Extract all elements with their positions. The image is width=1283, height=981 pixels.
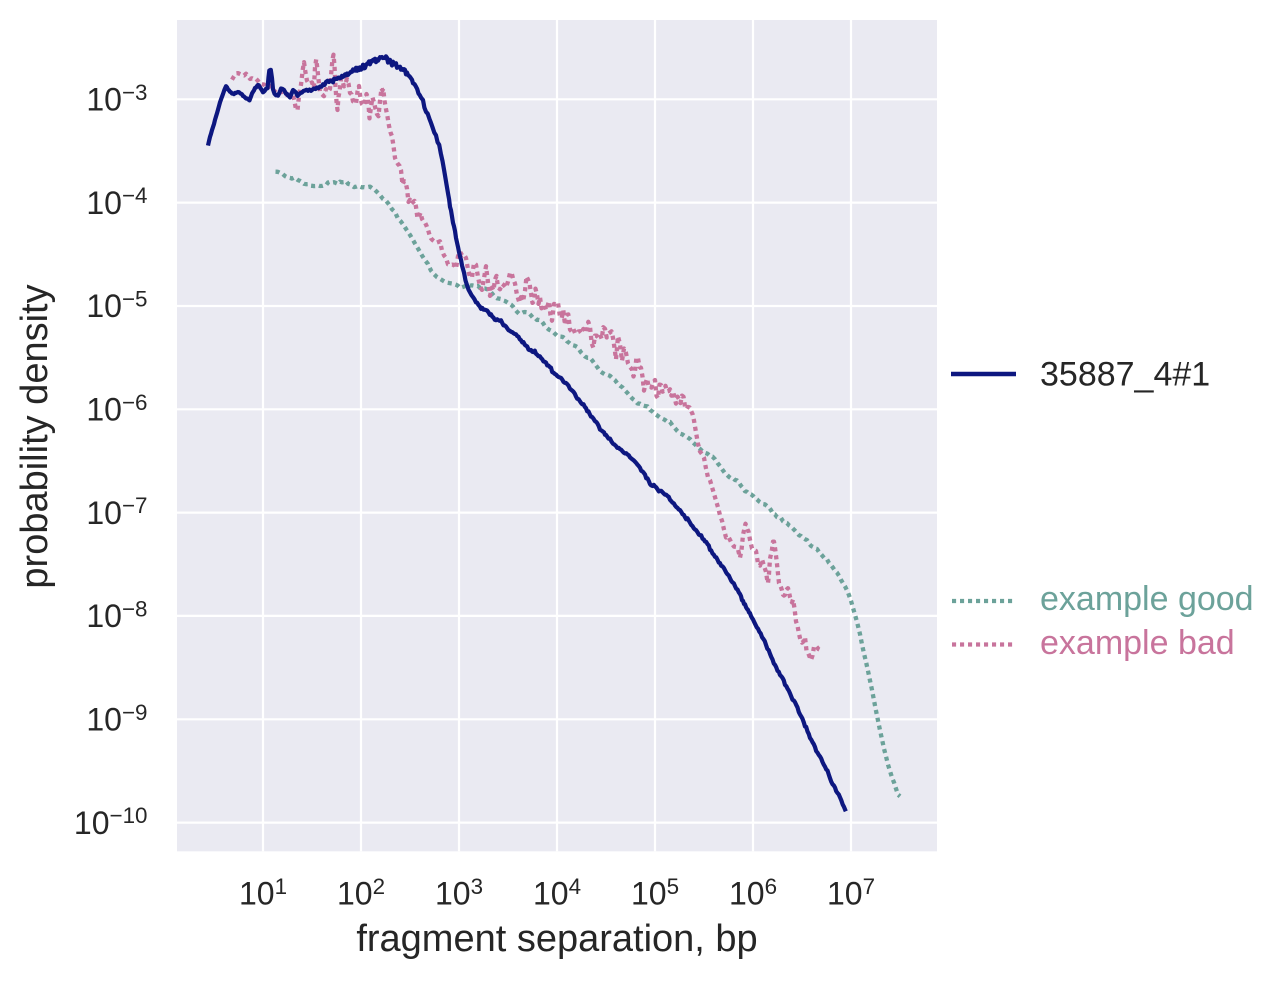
svg-text:10−9: 10−9 bbox=[86, 700, 147, 738]
svg-text:105: 105 bbox=[631, 874, 679, 912]
svg-text:35887_4#1: 35887_4#1 bbox=[1040, 356, 1210, 394]
svg-text:106: 106 bbox=[729, 874, 777, 912]
svg-text:10−7: 10−7 bbox=[86, 493, 147, 531]
svg-text:fragment separation, bp: fragment separation, bp bbox=[356, 918, 757, 960]
svg-text:10−4: 10−4 bbox=[86, 183, 147, 221]
svg-text:probability density: probability density bbox=[14, 284, 56, 588]
svg-text:example good: example good bbox=[1040, 580, 1254, 618]
svg-text:example bad: example bad bbox=[1040, 624, 1235, 662]
